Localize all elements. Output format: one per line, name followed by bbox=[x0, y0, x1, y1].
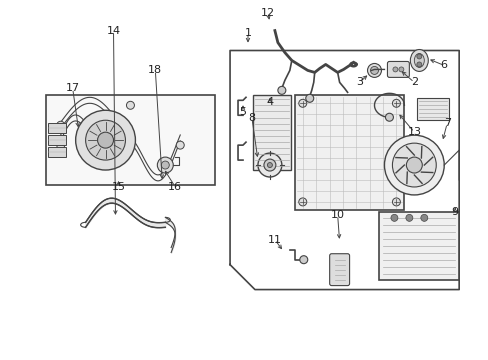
FancyBboxPatch shape bbox=[329, 254, 349, 285]
Ellipse shape bbox=[409, 50, 427, 71]
Circle shape bbox=[299, 256, 307, 264]
Circle shape bbox=[367, 63, 381, 77]
Circle shape bbox=[126, 101, 134, 109]
Text: 15: 15 bbox=[111, 182, 125, 192]
Circle shape bbox=[392, 99, 400, 107]
Bar bbox=[48, 147, 65, 157]
Circle shape bbox=[57, 121, 64, 129]
Circle shape bbox=[416, 62, 421, 67]
Ellipse shape bbox=[413, 54, 424, 67]
Circle shape bbox=[161, 161, 169, 169]
Text: 11: 11 bbox=[267, 235, 281, 245]
Circle shape bbox=[384, 135, 443, 195]
Circle shape bbox=[157, 157, 173, 173]
Text: 2: 2 bbox=[410, 77, 417, 87]
Bar bbox=[46, 95, 215, 185]
Bar bbox=[48, 123, 65, 133]
Bar bbox=[294, 95, 404, 210]
Circle shape bbox=[392, 198, 400, 206]
Circle shape bbox=[370, 67, 378, 75]
Circle shape bbox=[98, 132, 113, 148]
Circle shape bbox=[57, 141, 64, 149]
Circle shape bbox=[85, 120, 125, 160]
Text: 9: 9 bbox=[451, 207, 458, 217]
Circle shape bbox=[416, 54, 421, 59]
Circle shape bbox=[390, 214, 397, 221]
Text: 6: 6 bbox=[440, 60, 447, 71]
Text: 18: 18 bbox=[148, 66, 162, 76]
Circle shape bbox=[298, 198, 306, 206]
Bar bbox=[379, 212, 458, 280]
Text: 13: 13 bbox=[407, 127, 421, 137]
Circle shape bbox=[398, 67, 403, 72]
Circle shape bbox=[298, 99, 306, 107]
Circle shape bbox=[406, 157, 422, 173]
Circle shape bbox=[385, 113, 393, 121]
Text: 8: 8 bbox=[248, 113, 255, 123]
Text: 12: 12 bbox=[260, 8, 274, 18]
Circle shape bbox=[267, 163, 272, 167]
Bar bbox=[48, 135, 65, 145]
Text: 1: 1 bbox=[244, 28, 251, 37]
Circle shape bbox=[420, 214, 427, 221]
Text: 5: 5 bbox=[239, 107, 246, 117]
Circle shape bbox=[76, 110, 135, 170]
Text: 16: 16 bbox=[168, 182, 182, 192]
Circle shape bbox=[264, 159, 275, 171]
Circle shape bbox=[258, 153, 281, 177]
Circle shape bbox=[277, 86, 285, 94]
Circle shape bbox=[176, 141, 184, 149]
Text: 17: 17 bbox=[65, 84, 80, 93]
Text: 14: 14 bbox=[106, 26, 121, 36]
Circle shape bbox=[392, 67, 397, 72]
Text: 7: 7 bbox=[443, 118, 450, 128]
Bar bbox=[252, 95, 290, 170]
Text: 10: 10 bbox=[330, 210, 344, 220]
FancyBboxPatch shape bbox=[386, 62, 408, 77]
Bar bbox=[416, 98, 448, 120]
Circle shape bbox=[405, 214, 412, 221]
Circle shape bbox=[392, 143, 435, 187]
Text: 3: 3 bbox=[355, 77, 362, 87]
Circle shape bbox=[305, 94, 313, 102]
Text: 4: 4 bbox=[266, 97, 273, 107]
